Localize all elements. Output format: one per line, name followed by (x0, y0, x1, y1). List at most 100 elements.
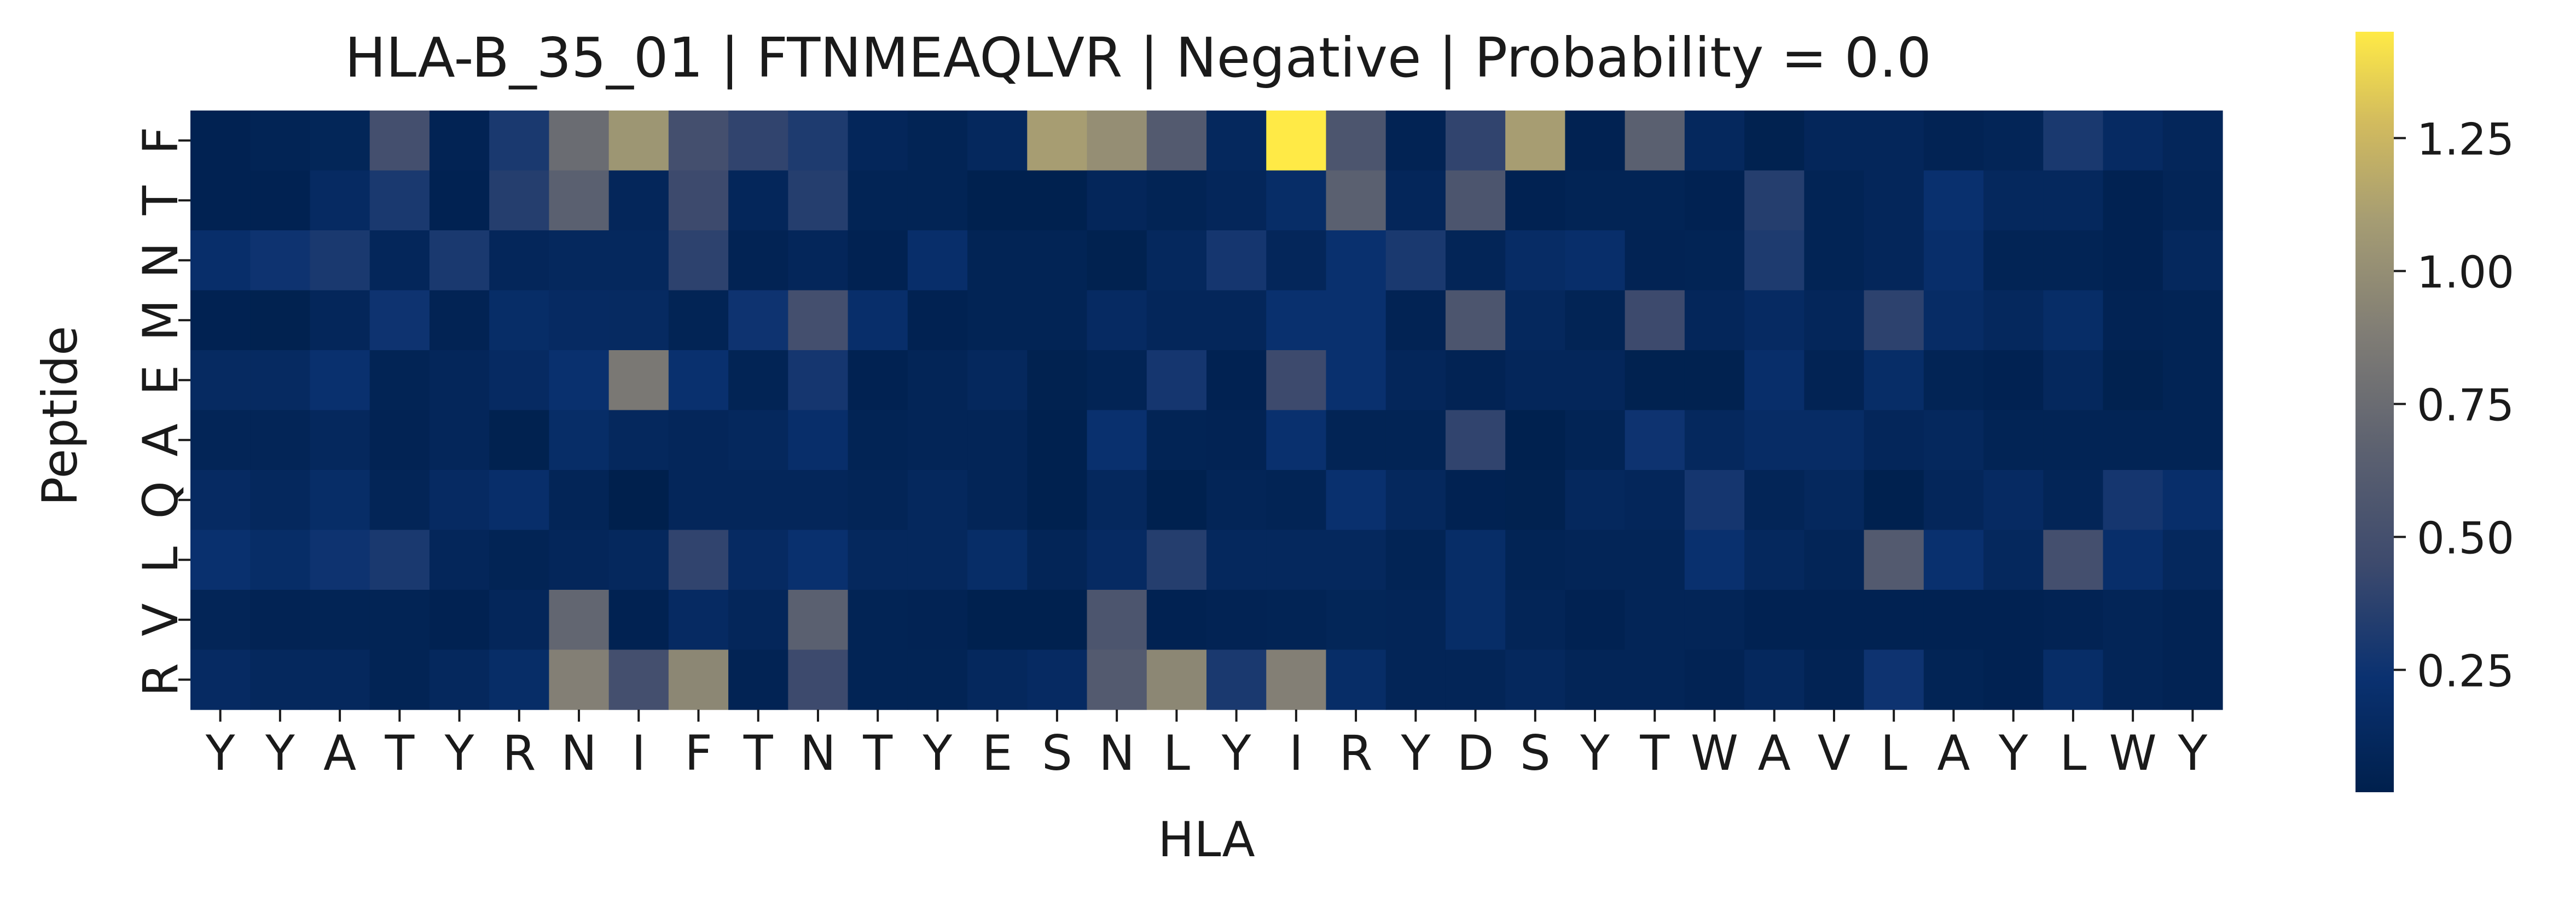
heatmap-cell (1445, 410, 1506, 471)
heatmap-cell (549, 590, 610, 651)
heatmap-cell (549, 230, 610, 291)
heatmap-cell (848, 530, 908, 590)
heatmap-cell (1385, 350, 1446, 411)
heatmap-cell (1624, 649, 1685, 710)
heatmap-cell (1923, 290, 1984, 351)
heatmap-cell (250, 170, 311, 231)
heatmap-cell (1087, 290, 1147, 351)
heatmap-cell (1684, 170, 1745, 231)
heatmap-cell (250, 111, 311, 171)
heatmap-cell (1624, 530, 1685, 590)
heatmap-cell (1804, 290, 1865, 351)
heatmap-cell (1565, 111, 1626, 171)
heatmap-cell (1385, 590, 1446, 651)
heatmap-cell (1864, 111, 1924, 171)
heatmap-cell (1505, 590, 1566, 651)
heatmap-cell (1266, 410, 1327, 471)
heatmap-cell (848, 111, 908, 171)
heatmap-cell (967, 410, 1028, 471)
heatmap-cell (250, 350, 311, 411)
heatmap-cell (369, 590, 430, 651)
heatmap-cell (788, 470, 849, 531)
heatmap-cell (1923, 470, 1984, 531)
heatmap-cell (1744, 170, 1805, 231)
x-tick-label: E (982, 725, 1013, 781)
heatmap-cell (1206, 410, 1267, 471)
heatmap-cell (1206, 649, 1267, 710)
heatmap-cell (1027, 350, 1088, 411)
heatmap-cell (728, 649, 788, 710)
heatmap-cell (1744, 111, 1805, 171)
heatmap-cell (1804, 170, 1865, 231)
heatmap-cell (310, 111, 370, 171)
heatmap-cell (967, 170, 1028, 231)
x-tick-label: Y (265, 725, 295, 781)
heatmap-cell (907, 590, 968, 651)
x-tick-label: S (1520, 725, 1551, 781)
heatmap-cell (429, 170, 490, 231)
heatmap-cell (728, 350, 788, 411)
y-axis: F TNMEAQ L VR (132, 126, 190, 696)
heatmap-cell (1326, 530, 1386, 590)
heatmap-cell (1684, 230, 1745, 291)
heatmap-cell (608, 350, 669, 411)
heatmap-cell (1445, 649, 1506, 710)
heatmap-cell (2103, 649, 2163, 710)
heatmap-cell (1684, 111, 1745, 171)
y-tick-label: V (132, 603, 189, 636)
heatmap-cell (2043, 170, 2104, 231)
heatmap-cell (1266, 230, 1327, 291)
heatmap-cell (2103, 530, 2163, 590)
colorbar-tick-label: 0.50 (2417, 513, 2514, 564)
heatmap-cell (1206, 170, 1267, 231)
heatmap-cell (668, 111, 729, 171)
heatmap-cell (608, 649, 669, 710)
heatmap-cell (907, 290, 968, 351)
x-tick-label: R (502, 725, 536, 781)
x-tick-label: A (323, 725, 356, 781)
heatmap-cell (1565, 649, 1626, 710)
x-axis-label: HLA (1158, 811, 1255, 868)
heatmap-cell (2162, 170, 2223, 231)
heatmap-cell (1266, 590, 1327, 651)
heatmap-cell (967, 590, 1028, 651)
heatmap-cell (250, 290, 311, 351)
heatmap-cell (1804, 470, 1865, 531)
x-tick-label: Y (1580, 725, 1610, 781)
heatmap-cell (310, 350, 370, 411)
heatmap-cell (549, 530, 610, 590)
heatmap-cell (1565, 170, 1626, 231)
heatmap-cell (728, 230, 788, 291)
heatmap-cell (1804, 649, 1865, 710)
heatmap-cell (1983, 290, 2044, 351)
heatmap-cell (1923, 230, 1984, 291)
x-tick-label: V (1818, 725, 1850, 781)
heatmap-cell (429, 410, 490, 471)
heatmap-cell (190, 590, 251, 651)
heatmap-cell (1804, 410, 1865, 471)
heatmap-cell (1385, 470, 1446, 531)
heatmap-cell (310, 530, 370, 590)
heatmap-cell (1027, 410, 1088, 471)
heatmap-cell (1565, 410, 1626, 471)
heatmap-cell (429, 470, 490, 531)
heatmap-cell (1565, 230, 1626, 291)
heatmap-cell (1146, 530, 1207, 590)
heatmap-cell (907, 350, 968, 411)
heatmap-cell (429, 111, 490, 171)
heatmap-cell (1206, 290, 1267, 351)
heatmap-cell (1326, 290, 1386, 351)
heatmap-cell (1983, 170, 2044, 231)
colorbar-tick-label: 1.25 (2417, 114, 2514, 165)
x-tick-label: Y (1400, 725, 1430, 781)
x-tick-label: T (743, 725, 774, 781)
x-tick-label: Y (1221, 725, 1251, 781)
heatmap-cell (608, 590, 669, 651)
heatmap-cell (549, 170, 610, 231)
heatmap-cell (1027, 111, 1088, 171)
heatmap-cell (1744, 230, 1805, 291)
heatmap-cell (1087, 470, 1147, 531)
heatmap-cell (1983, 111, 2044, 171)
heatmap-cell (1087, 111, 1147, 171)
heatmap-cell (2043, 111, 2104, 171)
